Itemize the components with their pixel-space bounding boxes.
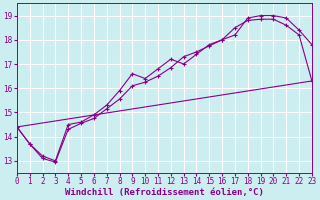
X-axis label: Windchill (Refroidissement éolien,°C): Windchill (Refroidissement éolien,°C) <box>65 188 264 197</box>
